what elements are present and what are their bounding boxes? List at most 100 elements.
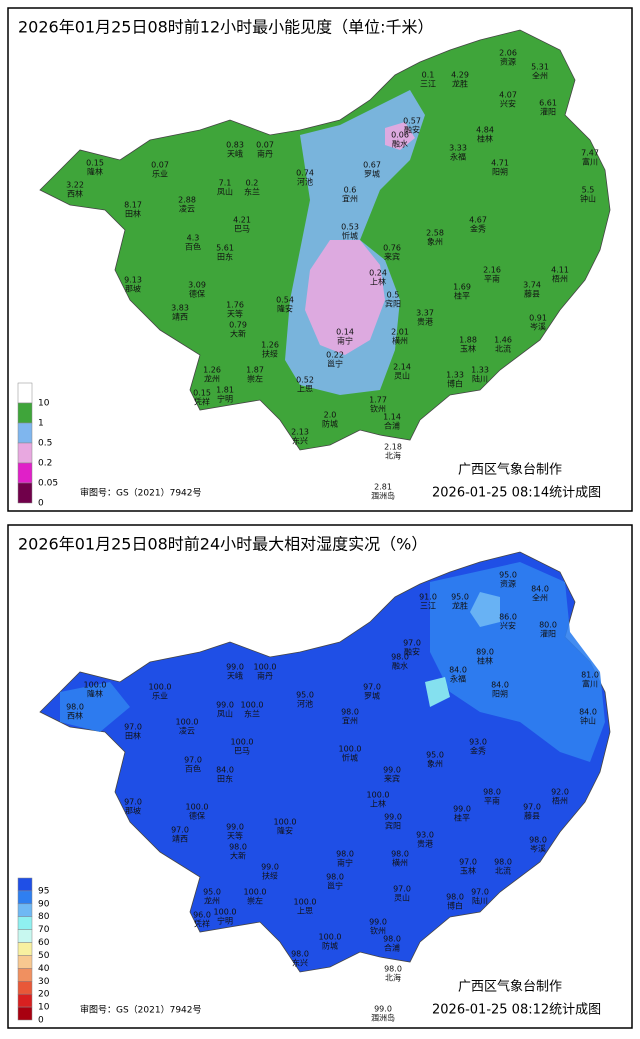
station-name: 宜州 xyxy=(342,194,358,204)
station-value: 98.0 xyxy=(384,965,402,974)
station-name: 乐业 xyxy=(152,169,168,179)
station-value: 100.0 xyxy=(84,681,107,690)
station-name: 三江 xyxy=(420,602,436,611)
station-name: 灵山 xyxy=(394,893,410,903)
station-name: 博白 xyxy=(447,901,463,911)
legend-swatch xyxy=(17,1006,33,1021)
station-name: 忻城 xyxy=(342,753,358,763)
station-name: 金秀 xyxy=(470,224,486,234)
station-name: 西林 xyxy=(67,711,83,721)
station-value: 3.83 xyxy=(171,304,189,313)
station-name: 邕宁 xyxy=(327,359,343,369)
station-name: 罗城 xyxy=(364,692,380,701)
station-value: 93.0 xyxy=(469,738,487,747)
station-value: 5.61 xyxy=(216,244,234,253)
station-value: 2.88 xyxy=(178,196,196,205)
station-name: 全州 xyxy=(532,71,548,81)
station-name: 东兰 xyxy=(244,709,260,719)
station-value: 2.06 xyxy=(499,49,517,58)
station-value: 3.37 xyxy=(416,309,434,318)
station-value: 97.0 xyxy=(523,803,541,812)
station-value: 8.17 xyxy=(124,201,142,210)
station-value: 4.84 xyxy=(476,126,494,135)
station-value: 95.0 xyxy=(499,571,517,580)
station-value: 6.61 xyxy=(539,99,557,108)
station-value: 2.58 xyxy=(426,229,444,238)
station-name: 上林 xyxy=(370,277,386,287)
station-name: 天峨 xyxy=(227,671,243,681)
station-value: 2.01 xyxy=(391,328,409,337)
station-name: 钟山 xyxy=(580,194,596,204)
station-name: 桂林 xyxy=(477,134,493,144)
station-name: 合浦 xyxy=(384,421,400,431)
station-name: 巴马 xyxy=(234,747,250,756)
station-name: 龙胜 xyxy=(452,79,468,89)
station-name: 凤山 xyxy=(217,709,233,719)
station-name: 宾阳 xyxy=(385,821,401,831)
station-value: 84.0 xyxy=(579,708,597,717)
station-name: 德保 xyxy=(189,811,205,821)
station-value: 2.16 xyxy=(483,266,501,275)
station-value: 92.0 xyxy=(551,788,569,797)
station-value: 4.67 xyxy=(469,216,487,225)
legend-swatch xyxy=(17,929,33,943)
station-value: 0.06 xyxy=(391,131,409,140)
station-value: 4.11 xyxy=(551,266,569,275)
station-value: 1.81 xyxy=(216,386,234,395)
station-value: 0.15 xyxy=(193,389,211,398)
station-name: 南丹 xyxy=(257,671,273,681)
legend-label: 0.2 xyxy=(38,459,52,469)
station-name: 象州 xyxy=(427,759,443,769)
legend-swatch xyxy=(17,402,33,424)
station-name: 兴安 xyxy=(500,621,516,631)
value-area xyxy=(385,122,415,150)
station-value: 0.14 xyxy=(336,328,354,337)
station-value: 84.0 xyxy=(531,585,549,594)
station-value: 1.33 xyxy=(446,371,464,380)
station-name: 横州 xyxy=(392,336,408,346)
station-value: 98.0 xyxy=(341,708,359,717)
station-name: 河池 xyxy=(297,177,313,187)
station-name: 北流 xyxy=(495,866,511,876)
station-value: 1.77 xyxy=(369,396,387,405)
legend-swatch xyxy=(17,877,33,892)
map-panel: 2026年01月25日08时前24小时最大相对湿度实况（%）95.0资源84.0… xyxy=(7,524,633,1029)
legend-swatch xyxy=(17,890,33,905)
station-name: 资源 xyxy=(500,57,516,67)
legend-swatch xyxy=(17,916,33,930)
station-name: 陆川 xyxy=(472,896,488,906)
station-value: 80.0 xyxy=(539,621,557,630)
station-name: 宁明 xyxy=(217,916,233,926)
station-value: 0.79 xyxy=(229,321,247,330)
approval-number: 审图号：GS（2021）7942号 xyxy=(80,487,202,499)
station-value: 2.0 xyxy=(324,411,337,420)
station-value: 97.0 xyxy=(171,826,189,835)
legend-swatch xyxy=(17,993,33,1008)
station-value: 91.0 xyxy=(419,593,437,602)
legend-label: 80 xyxy=(38,912,50,922)
station-name: 德保 xyxy=(189,289,205,299)
legend-swatch xyxy=(17,903,33,917)
station-name: 邕宁 xyxy=(327,881,343,891)
station-value: 100.0 xyxy=(294,898,317,907)
station-value: 99.0 xyxy=(453,805,471,814)
station-name: 防城 xyxy=(322,941,338,951)
station-name: 藤县 xyxy=(524,811,540,821)
value-area xyxy=(60,682,130,732)
station-name: 象州 xyxy=(427,237,443,247)
station-name: 合浦 xyxy=(384,943,400,953)
station-name: 靖西 xyxy=(172,834,188,844)
station-name: 桂平 xyxy=(454,291,470,301)
station-value: 3.22 xyxy=(66,181,84,190)
station-value: 100.0 xyxy=(339,745,362,754)
station-value: 0.1 xyxy=(422,71,435,80)
station-value: 98.0 xyxy=(383,935,401,944)
legend-label: 0 xyxy=(38,1016,44,1026)
station-name: 钟山 xyxy=(580,716,596,726)
station-value: 95.0 xyxy=(296,691,314,700)
station-name: 来宾 xyxy=(384,774,400,784)
station-name: 三江 xyxy=(420,80,436,89)
station-name: 东兴 xyxy=(292,436,308,446)
legend-swatch xyxy=(17,942,33,956)
station-name: 龙州 xyxy=(204,896,220,906)
